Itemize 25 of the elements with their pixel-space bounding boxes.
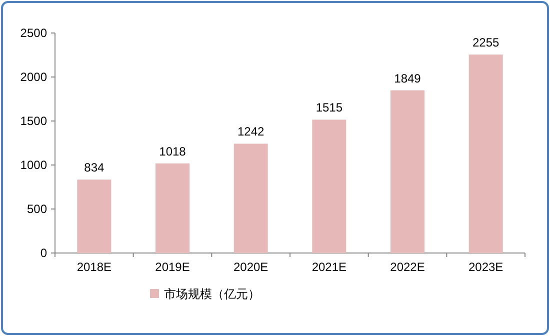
x-tick-label: 2022E — [390, 260, 425, 274]
x-tick-label: 2019E — [155, 260, 190, 274]
bar — [156, 163, 190, 253]
bar — [390, 90, 424, 253]
y-tick-label: 1000 — [20, 158, 48, 172]
y-tick-label: 1500 — [20, 114, 48, 128]
data-label: 1849 — [394, 71, 422, 86]
bar — [77, 180, 112, 253]
x-tick-label: 2021E — [312, 260, 347, 274]
x-tick-label: 2023E — [468, 260, 504, 274]
data-label: 834 — [84, 160, 104, 175]
data-label: 1018 — [159, 144, 186, 158]
y-tick-label: 0 — [40, 246, 48, 260]
bar — [234, 144, 268, 253]
y-tick-label: 500 — [26, 202, 48, 216]
y-tick-label: 2000 — [20, 70, 48, 84]
data-label: 1515 — [316, 100, 343, 115]
data-label: 2255 — [472, 36, 500, 50]
legend-label: 市场规模（亿元） — [164, 287, 260, 301]
x-tick-label: 2018E — [76, 260, 112, 274]
bar — [468, 54, 503, 253]
data-label: 1242 — [237, 124, 265, 139]
y-tick-label: 2500 — [20, 26, 48, 40]
bar — [312, 120, 346, 253]
x-tick-label: 2020E — [233, 260, 268, 274]
